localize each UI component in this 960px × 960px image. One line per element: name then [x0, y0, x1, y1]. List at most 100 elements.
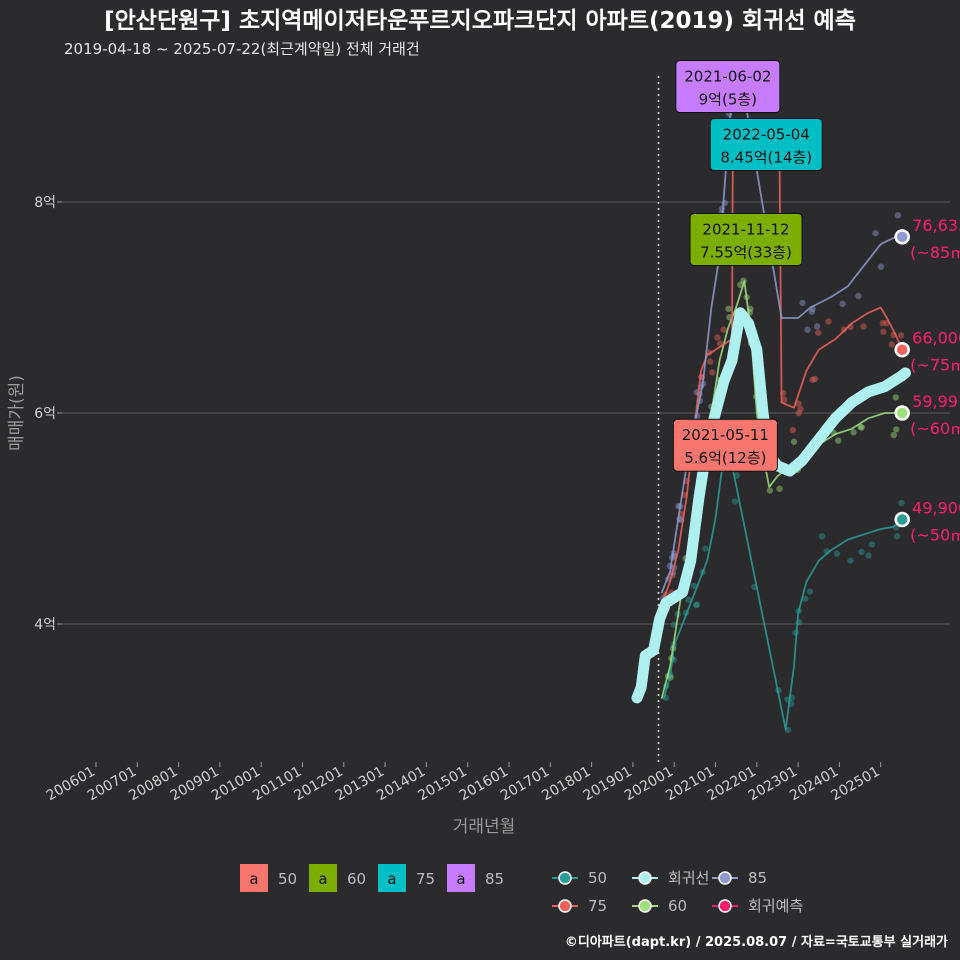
scatter-point [858, 548, 865, 556]
scatter-point [858, 424, 865, 431]
scatter-point [809, 376, 816, 383]
end-point-85 [894, 229, 910, 245]
scatter-point [766, 487, 774, 494]
legend-swatch-60 [309, 864, 337, 892]
legend-label: 50 [278, 870, 297, 888]
scatter-point [811, 375, 819, 383]
legend-marker-50 [558, 871, 572, 885]
annotation-box-85 [675, 60, 781, 113]
scatter-point [690, 582, 698, 589]
scatter-point [868, 541, 876, 548]
annotation-price: 8.45억(14층) [720, 149, 812, 167]
y-tick-label: 8억 [34, 195, 56, 211]
scatter-point [685, 596, 692, 603]
scatter-point [839, 300, 846, 308]
scatter-point [693, 601, 700, 609]
legend-label: 85 [748, 869, 767, 887]
annotation-price: 5.6억(12층) [684, 449, 766, 467]
end-point-75 [894, 341, 910, 358]
scatter-point [799, 299, 806, 307]
series-line-50 [663, 454, 904, 731]
y-tick-label: 4억 [34, 617, 56, 633]
scatter-point [888, 341, 896, 348]
annotation-date: 2022-05-04 [723, 126, 810, 144]
scatter-point [893, 426, 900, 433]
end-value-label: 49,900 [912, 499, 960, 518]
scatter-point [894, 212, 902, 219]
scatter-point [857, 423, 864, 431]
scatter-point [714, 334, 721, 341]
scatter-point [865, 552, 872, 559]
legend-label: 60 [347, 870, 366, 888]
y-tick-label: 6억 [34, 406, 56, 422]
y-axis-ticks: 4억 6억 8억 [34, 195, 62, 633]
annotation-price: 9억(5층) [699, 91, 757, 109]
scatter-point [797, 405, 804, 413]
scatter-point [833, 550, 841, 557]
end-point-50 [894, 511, 910, 528]
legend-marker-60 [638, 899, 652, 913]
legend-glyph: a [456, 870, 465, 888]
end-value-label: 59,991 [912, 392, 960, 411]
annotation-box-60 [689, 212, 803, 266]
legend-glyph: a [387, 870, 396, 888]
legend-label: 75 [588, 897, 607, 915]
scatter-point [890, 431, 897, 439]
scatter-point [790, 438, 798, 445]
scatter-point [897, 332, 905, 339]
scatter-point [850, 429, 857, 436]
scatter-point [872, 230, 879, 237]
x-axis-title: 거래년월 [453, 817, 516, 837]
scatter-point [847, 557, 854, 564]
legend-marker-85 [718, 871, 732, 885]
scatter-point [892, 394, 900, 401]
legend-label: 85 [485, 870, 504, 888]
scatter-point [877, 263, 885, 270]
scatter-point [706, 358, 714, 365]
scatter-point [835, 437, 842, 444]
scatter-point [795, 409, 802, 417]
annotation-box-50 [672, 418, 778, 472]
scatter-point [879, 319, 887, 327]
scatter-point [893, 533, 901, 540]
scatter-point [880, 328, 887, 336]
scatter-point [804, 326, 811, 333]
annotation-box-75 [709, 118, 823, 172]
scatter-point [898, 499, 905, 507]
legend-marker-75 [558, 899, 572, 913]
scatter-point [815, 329, 822, 336]
series-line-회귀선 [631, 307, 911, 704]
end-size-label: (~85㎡) [910, 243, 960, 262]
end-value-label: 76,633 [912, 216, 960, 235]
annotation-price: 7.55억(33층) [700, 243, 792, 261]
scatter-point [789, 426, 797, 434]
legend-label: 75 [416, 870, 435, 888]
chart-title: [안산단원구] 초지역메이저타운푸르지오파크단지 아파트(2019) 회귀선 예… [104, 8, 856, 34]
grid [62, 201, 950, 625]
x-axis-ticks: 2006012007012008012009012010012011012012… [44, 762, 883, 804]
end-size-label: (~50㎡) [910, 526, 960, 545]
scatter-point [731, 498, 739, 505]
legend-glyph: a [318, 870, 327, 888]
scatter-point [709, 369, 716, 376]
end-size-label: (~60㎡) [910, 419, 960, 438]
legend-swatch-75 [378, 864, 406, 892]
scatter-point [725, 305, 732, 313]
scatter-point [855, 292, 862, 300]
scatter-point [825, 318, 832, 325]
y-axis-title: 매매가(원) [7, 375, 27, 451]
caption: ©디아파트(dapt.kr) / 2025.08.07 / 자료=국토교통부 실… [565, 934, 948, 950]
scatter-point [776, 485, 783, 492]
legend-swatch-50 [240, 864, 268, 892]
legend-label: 50 [588, 869, 607, 887]
end-point-60 [894, 405, 910, 421]
scatter-point [860, 323, 867, 330]
chart-subtitle: 2019-04-18 ~ 2025-07-22(최근계약일) 전체 거래건 [64, 40, 420, 58]
scatter-point [781, 396, 788, 403]
end-size-label: (~75㎡) [910, 356, 960, 375]
scatter-point [795, 400, 802, 407]
end-points: 76,633 (~85㎡) 66,000 (~75㎡) 59,991 (~60㎡) 49,9… [894, 216, 960, 545]
scatter-point [818, 533, 826, 540]
annotations: 2021-06-02 9억(5층) 2022-05-04 8.45억(14층) 2021… [672, 60, 823, 472]
legend-label: 회귀선 [668, 869, 709, 887]
